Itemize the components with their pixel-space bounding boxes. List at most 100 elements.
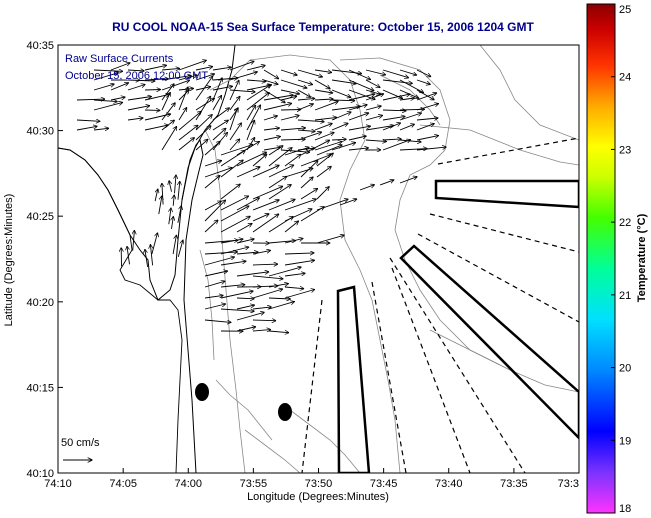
current-vector	[195, 67, 213, 71]
x-tick-label: 74:10	[44, 478, 72, 490]
current-vector	[195, 139, 208, 151]
sandy-hook	[181, 138, 204, 473]
current-vector	[236, 298, 254, 299]
current-vector	[204, 161, 222, 167]
current-vector	[172, 217, 174, 229]
current-vector	[212, 86, 233, 91]
x-tick-label: 73:35	[500, 478, 528, 490]
current-vector	[314, 133, 334, 141]
current-vector	[284, 287, 304, 289]
current-vector	[177, 206, 181, 223]
current-vector	[246, 93, 269, 111]
current-vector	[300, 161, 318, 178]
current-vector	[331, 106, 360, 111]
figure-title: RU COOL NOAA-15 Sea Surface Temperature:…	[112, 20, 534, 34]
current-vector	[382, 116, 405, 121]
x-tick-label: 73:40	[435, 478, 463, 490]
current-vector	[300, 207, 324, 222]
current-vector	[314, 69, 332, 72]
current-vector	[365, 140, 386, 142]
current-vector	[268, 331, 289, 333]
current-vector	[399, 124, 414, 131]
current-vector	[297, 89, 311, 97]
current-vector	[252, 330, 271, 331]
current-vector	[195, 87, 211, 91]
current-vector	[236, 327, 256, 332]
current-vector	[161, 127, 177, 151]
colorbar-tick-label: 22	[619, 217, 631, 229]
current-vector	[348, 89, 375, 99]
current-vector	[236, 167, 260, 178]
current-vector	[268, 146, 283, 156]
current-vector	[263, 69, 279, 79]
current-vector	[252, 186, 283, 200]
current-vector	[93, 84, 114, 91]
buoy-marker	[195, 383, 209, 401]
current-vector	[284, 154, 301, 167]
current-vector	[195, 74, 215, 81]
current-vector	[416, 136, 439, 141]
current-vector	[178, 138, 194, 151]
current-vector	[76, 126, 97, 131]
current-vector	[280, 149, 310, 152]
current-vector	[204, 220, 218, 233]
current-vector	[382, 79, 412, 83]
current-vector	[331, 100, 355, 101]
x-tick-label: 73:55	[240, 478, 268, 490]
current-vector	[331, 139, 346, 140]
current-vector	[246, 105, 261, 131]
current-vector	[133, 230, 135, 251]
current-vector	[284, 221, 299, 233]
current-vector	[399, 177, 417, 184]
current-vector	[151, 233, 158, 255]
current-vector	[127, 85, 145, 91]
current-vector	[314, 142, 342, 151]
current-vector	[297, 104, 313, 111]
current-vector	[172, 235, 176, 255]
current-vector	[195, 96, 211, 121]
current-vector	[284, 199, 316, 211]
current-vector	[297, 79, 313, 85]
current-vector	[263, 103, 292, 111]
current-vector	[263, 116, 277, 121]
y-tick-label: 40:15	[26, 382, 54, 394]
current-vector	[178, 181, 180, 200]
current-vector	[300, 140, 330, 156]
current-vector	[252, 289, 283, 299]
current-vector	[127, 246, 130, 265]
colorbar-tick-label: 19	[619, 435, 631, 447]
current-vector	[399, 98, 414, 100]
current-vector	[236, 305, 254, 310]
current-vector	[110, 63, 130, 71]
inland-outline	[58, 147, 183, 473]
current-vector	[204, 200, 226, 222]
colorbar-tick-label: 23	[619, 144, 631, 156]
current-vector	[220, 239, 243, 244]
surface-current-vectors	[76, 60, 446, 333]
current-vector	[220, 160, 243, 178]
current-vector	[252, 214, 269, 222]
sensor-footprints	[336, 179, 579, 473]
current-vector	[365, 89, 381, 94]
current-vector	[195, 76, 213, 101]
current-vector	[268, 185, 291, 200]
current-vector	[365, 106, 381, 111]
current-vector	[314, 101, 338, 111]
current-vector	[161, 120, 174, 131]
current-vector	[204, 281, 225, 288]
current-vector	[236, 198, 259, 211]
current-vector	[252, 320, 276, 321]
current-vector	[416, 124, 434, 131]
current-vector	[220, 261, 246, 266]
current-vector	[236, 252, 258, 254]
current-vector	[314, 117, 337, 121]
current-vector	[331, 123, 348, 131]
current-vector	[263, 147, 281, 151]
current-vector	[220, 150, 245, 167]
current-vector	[416, 79, 430, 84]
current-vector	[365, 115, 383, 121]
current-vector	[268, 176, 287, 189]
current-vector	[331, 112, 351, 121]
scale-label: 50 cm/s	[61, 437, 100, 449]
